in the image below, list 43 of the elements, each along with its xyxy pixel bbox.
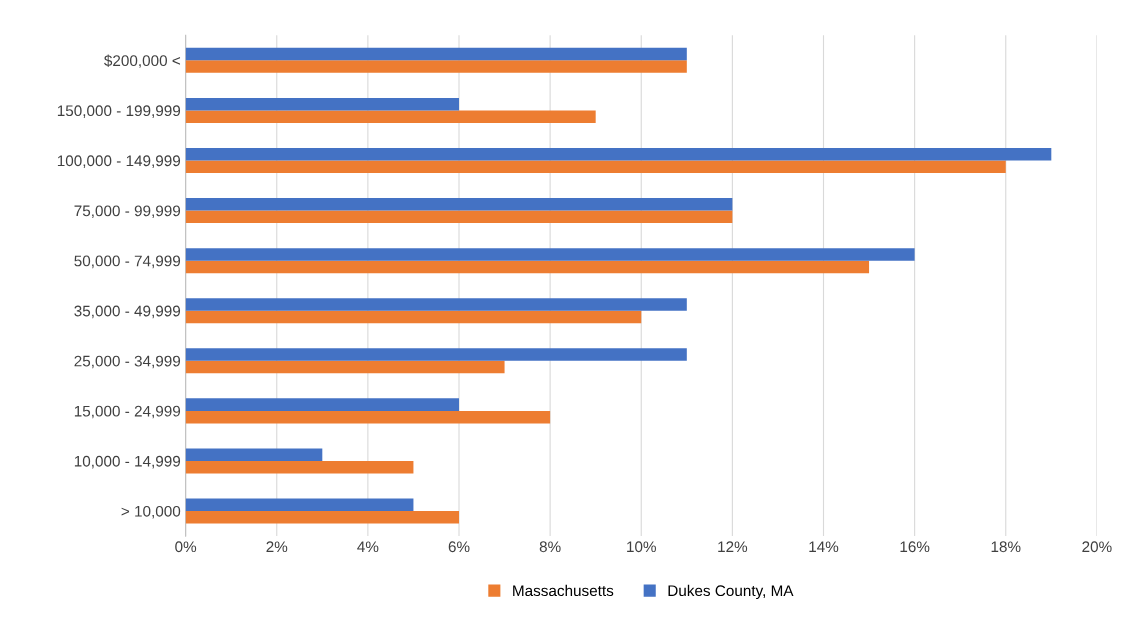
y-tick-label: 50,000 - 74,999 — [74, 255, 181, 269]
bar — [185, 448, 323, 461]
bar — [185, 348, 687, 361]
y-tick-label: 150,000 - 199,999 — [57, 105, 181, 118]
x-tick-label: 0% — [175, 541, 197, 553]
x-tick-label: 10% — [627, 541, 656, 553]
bar — [185, 147, 1052, 161]
bar — [185, 260, 870, 274]
bar — [185, 210, 733, 224]
y-tick-label: 10,000 - 14,999 — [74, 455, 181, 469]
legend-label: Massachusetts — [513, 584, 614, 597]
bar — [185, 47, 687, 61]
y-tick-label: > 10,000 — [121, 505, 181, 519]
y-tick-label: $200,000 < — [104, 54, 181, 68]
bar — [185, 60, 687, 73]
bar — [185, 110, 596, 123]
x-tick-label: 20% — [1082, 541, 1112, 553]
y-tick-label: 15,000 - 24,999 — [74, 405, 181, 419]
bar — [185, 360, 505, 374]
x-tick-label: 14% — [809, 541, 839, 553]
y-tick-label: 25,000 - 34,999 — [74, 355, 181, 369]
bar — [185, 310, 642, 324]
bar — [185, 398, 459, 411]
bar — [185, 298, 687, 311]
bar — [185, 97, 459, 111]
x-tick-label: 2% — [266, 541, 288, 553]
x-tick-label: 4% — [357, 541, 379, 553]
y-tick-label: 35,000 - 49,999 — [74, 305, 181, 319]
y-tick-label: 75,000 - 99,999 — [74, 205, 181, 219]
bar — [185, 511, 459, 524]
bar — [185, 198, 733, 211]
x-tick-label: 18% — [991, 541, 1021, 553]
x-tick-label: 8% — [539, 541, 561, 553]
bar — [185, 410, 551, 424]
x-tick-label: 16% — [900, 541, 930, 553]
legend-label: Dukes County, MA — [668, 584, 794, 600]
bar — [185, 160, 1006, 174]
y-tick-label: 100,000 - 149,999 — [57, 155, 181, 168]
x-tick-label: 6% — [448, 541, 470, 553]
bar — [185, 460, 414, 474]
x-tick-label: 12% — [718, 541, 748, 553]
bar — [185, 498, 414, 512]
bar — [185, 248, 915, 261]
